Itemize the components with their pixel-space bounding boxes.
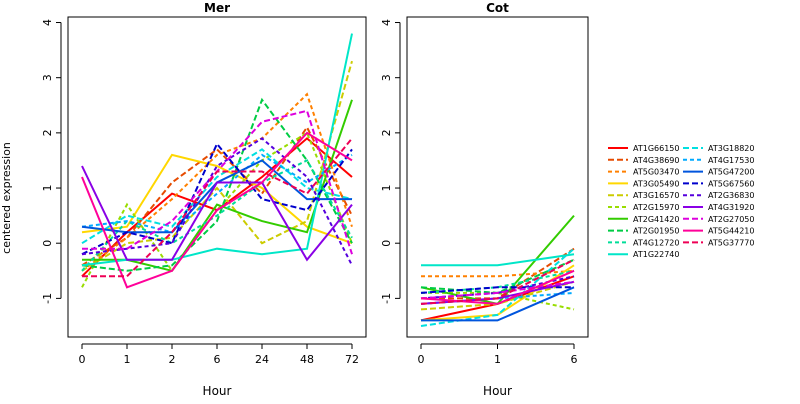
legend-item: AT4G12720 bbox=[608, 238, 679, 247]
x-tick-label: 6 bbox=[571, 353, 578, 366]
y-tick-label: 2 bbox=[41, 129, 54, 136]
series-line-at5g44210 bbox=[81, 131, 353, 289]
series-line-at4g12720 bbox=[420, 269, 575, 294]
legend-item: AT4G31920 bbox=[683, 203, 754, 212]
series-line-at3g16570 bbox=[81, 60, 353, 272]
legend-item: AT2G01950 bbox=[608, 227, 679, 236]
y-tick-label: 4 bbox=[380, 19, 393, 26]
plot-frame bbox=[406, 16, 589, 338]
legend-label: AT4G12720 bbox=[633, 238, 679, 247]
legend-item: AT5G44210 bbox=[683, 227, 754, 236]
legend-label: AT1G66150 bbox=[633, 144, 679, 153]
legend-item: AT2G41420 bbox=[608, 215, 679, 224]
series-line-at2g15970 bbox=[81, 131, 353, 288]
legend-item: AT2G27050 bbox=[683, 215, 754, 224]
legend-label: AT5G44210 bbox=[708, 227, 754, 236]
legend-item: AT1G66150 bbox=[608, 144, 679, 153]
y-tick-label: 3 bbox=[380, 74, 393, 81]
series-line-at5g37770 bbox=[82, 137, 353, 278]
legend-label: AT1G22740 bbox=[633, 250, 679, 259]
x-tick-label: 1 bbox=[494, 353, 501, 366]
series-line-at5g37770 bbox=[420, 258, 575, 305]
panels: Mer -1 0 1 2 3 4 0 1 2 6 24 48 72 Hour Cot -1 0 1 2 3 4 0 1 6 Hou… bbox=[41, 1, 589, 398]
legend-label: AT5G03470 bbox=[633, 168, 679, 177]
series-line-at1g22740 bbox=[81, 33, 353, 267]
y-tick-label: -1 bbox=[41, 293, 54, 304]
y-tick-label: 3 bbox=[41, 74, 54, 81]
series-line-at3g05490 bbox=[81, 153, 353, 245]
legend-label: AT4G38690 bbox=[633, 156, 679, 165]
y-axis-label: centered expression bbox=[0, 142, 13, 254]
legend-label: AT5G67560 bbox=[708, 179, 754, 188]
legend-label: AT2G36830 bbox=[708, 191, 754, 200]
series-line-at4g12720 bbox=[81, 159, 353, 272]
legend-item: AT2G15970 bbox=[608, 203, 679, 212]
legend-item: AT5G03470 bbox=[608, 168, 679, 177]
legend-label: AT5G47200 bbox=[708, 168, 754, 177]
legend-label: AT2G27050 bbox=[708, 215, 754, 224]
x-tick-label: 2 bbox=[169, 353, 176, 366]
legend-label: AT2G15970 bbox=[633, 203, 679, 212]
series-line-at2g27050 bbox=[420, 280, 575, 300]
x-tick-label: 48 bbox=[300, 353, 314, 366]
series-line-at1g22740 bbox=[421, 253, 575, 267]
panel-title: Mer bbox=[204, 1, 230, 15]
series-line-at5g03470 bbox=[421, 269, 575, 278]
series-line-at4g38690 bbox=[81, 125, 353, 267]
y-tick-label: 1 bbox=[41, 185, 54, 192]
legend-label: AT5G37770 bbox=[708, 238, 754, 247]
y-tick-label: -1 bbox=[380, 293, 393, 304]
legend: AT1G66150 AT4G38690 AT5G03470 AT3G05490 AT3G… bbox=[608, 144, 754, 259]
x-tick-label: 72 bbox=[345, 353, 359, 366]
panel-mer: Mer -1 0 1 2 3 4 0 1 2 6 24 48 72 Hour bbox=[41, 1, 367, 398]
series-line-at2g01950 bbox=[81, 97, 353, 272]
series-line-at2g15970 bbox=[421, 291, 575, 311]
series-line-at4g31920 bbox=[81, 165, 353, 262]
series-line-at5g67560 bbox=[81, 142, 353, 256]
series-line-at3g18820 bbox=[420, 247, 575, 327]
legend-item: AT3G16570 bbox=[608, 191, 679, 200]
panel-title: Cot bbox=[486, 1, 509, 15]
legend-item: AT4G38690 bbox=[608, 156, 679, 165]
series-line-at5g44210 bbox=[420, 269, 575, 305]
legend-label: AT4G17530 bbox=[708, 156, 754, 165]
legend-label: AT3G16570 bbox=[633, 191, 679, 200]
legend-label: AT2G01950 bbox=[633, 227, 679, 236]
panel-cot: Cot -1 0 1 2 3 4 0 1 6 Hour bbox=[380, 1, 589, 398]
series-line-at3g18820 bbox=[81, 148, 353, 245]
x-tick-label: 0 bbox=[79, 353, 86, 366]
series-line-at4g17530 bbox=[420, 291, 575, 305]
x-axis-label: Hour bbox=[203, 384, 232, 398]
legend-label: AT3G05490 bbox=[633, 179, 679, 188]
legend-item: AT3G05490 bbox=[608, 179, 679, 188]
legend-label: AT3G18820 bbox=[708, 144, 754, 153]
y-tick-label: 0 bbox=[41, 240, 54, 247]
legend-item: AT5G47200 bbox=[683, 168, 754, 177]
legend-label: AT2G41420 bbox=[633, 215, 679, 224]
legend-item: AT1G22740 bbox=[608, 250, 679, 259]
legend-item: AT5G67560 bbox=[683, 179, 754, 188]
series-line-at5g03470 bbox=[81, 92, 353, 272]
y-tick-label: 4 bbox=[41, 19, 54, 26]
plot-frame bbox=[67, 16, 367, 338]
x-tick-label: 6 bbox=[214, 353, 221, 366]
y-tick-label: 1 bbox=[380, 185, 393, 192]
y-tick-label: 2 bbox=[380, 129, 393, 136]
legend-item: AT5G37770 bbox=[683, 238, 754, 247]
series-line-at4g17530 bbox=[81, 153, 353, 234]
y-tick-label: 0 bbox=[380, 240, 393, 247]
x-tick-label: 24 bbox=[255, 353, 269, 366]
x-tick-label: 0 bbox=[418, 353, 425, 366]
x-axis-label: Hour bbox=[483, 384, 512, 398]
x-tick-label: 1 bbox=[124, 353, 131, 366]
legend-item: AT2G36830 bbox=[683, 191, 754, 200]
legend-label: AT4G31920 bbox=[708, 203, 754, 212]
series-line-at5g47200 bbox=[421, 286, 575, 322]
legend-item: AT4G17530 bbox=[683, 156, 754, 165]
legend-item: AT3G18820 bbox=[683, 144, 754, 153]
